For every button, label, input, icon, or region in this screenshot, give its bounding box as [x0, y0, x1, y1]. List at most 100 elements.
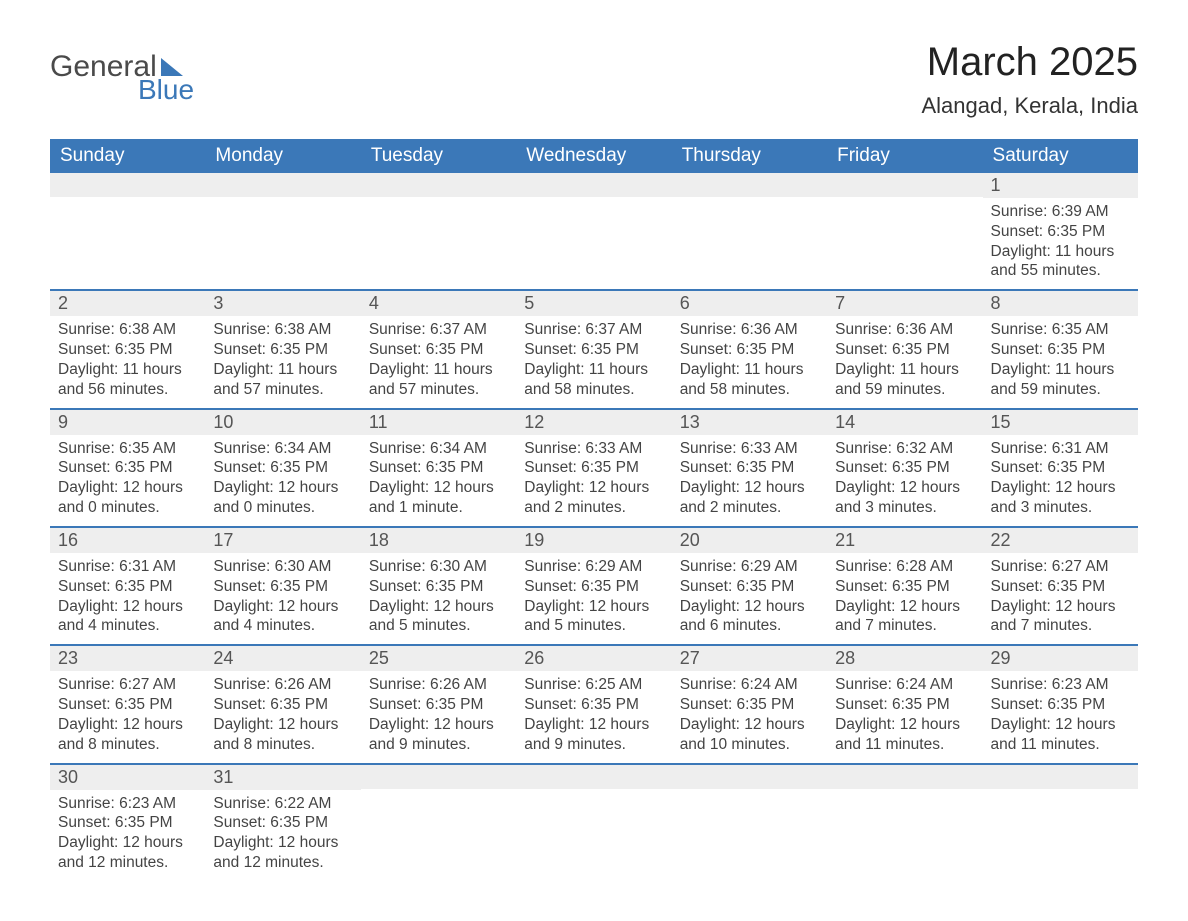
day-content: Sunrise: 6:26 AMSunset: 6:35 PMDaylight:…	[205, 671, 360, 762]
sunrise-text: Sunrise: 6:29 AM	[524, 557, 663, 577]
calendar-cell	[672, 764, 827, 881]
day-content: Sunrise: 6:38 AMSunset: 6:35 PMDaylight:…	[205, 316, 360, 407]
sunrise-text: Sunrise: 6:29 AM	[680, 557, 819, 577]
calendar-cell: 4Sunrise: 6:37 AMSunset: 6:35 PMDaylight…	[361, 290, 516, 408]
day-number: 25	[361, 646, 516, 671]
sunrise-text: Sunrise: 6:31 AM	[58, 557, 197, 577]
day-content: Sunrise: 6:35 AMSunset: 6:35 PMDaylight:…	[50, 435, 205, 526]
day-content	[50, 197, 205, 267]
sunrise-text: Sunrise: 6:39 AM	[991, 202, 1130, 222]
sunrise-text: Sunrise: 6:30 AM	[369, 557, 508, 577]
calendar-cell	[672, 173, 827, 290]
day-content	[516, 789, 671, 859]
daylight-text: Daylight: 12 hours and 2 minutes.	[680, 478, 819, 518]
day-number	[516, 173, 671, 197]
day-content: Sunrise: 6:31 AMSunset: 6:35 PMDaylight:…	[50, 553, 205, 644]
calendar-cell: 20Sunrise: 6:29 AMSunset: 6:35 PMDayligh…	[672, 527, 827, 645]
day-number: 6	[672, 291, 827, 316]
calendar-cell	[361, 173, 516, 290]
sunset-text: Sunset: 6:35 PM	[213, 813, 352, 833]
calendar-cell: 9Sunrise: 6:35 AMSunset: 6:35 PMDaylight…	[50, 409, 205, 527]
sunrise-text: Sunrise: 6:33 AM	[524, 439, 663, 459]
daylight-text: Daylight: 11 hours and 58 minutes.	[680, 360, 819, 400]
day-number: 8	[983, 291, 1138, 316]
sunset-text: Sunset: 6:35 PM	[369, 458, 508, 478]
day-number: 4	[361, 291, 516, 316]
daylight-text: Daylight: 12 hours and 0 minutes.	[58, 478, 197, 518]
sunrise-text: Sunrise: 6:35 AM	[991, 320, 1130, 340]
sunset-text: Sunset: 6:35 PM	[58, 577, 197, 597]
day-content: Sunrise: 6:35 AMSunset: 6:35 PMDaylight:…	[983, 316, 1138, 407]
sunset-text: Sunset: 6:35 PM	[213, 577, 352, 597]
day-number: 7	[827, 291, 982, 316]
day-number: 19	[516, 528, 671, 553]
day-content: Sunrise: 6:23 AMSunset: 6:35 PMDaylight:…	[50, 790, 205, 881]
sunrise-text: Sunrise: 6:23 AM	[58, 794, 197, 814]
day-number: 31	[205, 765, 360, 790]
calendar-cell: 21Sunrise: 6:28 AMSunset: 6:35 PMDayligh…	[827, 527, 982, 645]
col-wednesday: Wednesday	[516, 139, 671, 173]
sunset-text: Sunset: 6:35 PM	[680, 458, 819, 478]
sunrise-text: Sunrise: 6:24 AM	[835, 675, 974, 695]
sunrise-text: Sunrise: 6:38 AM	[213, 320, 352, 340]
col-tuesday: Tuesday	[361, 139, 516, 173]
sunrise-text: Sunrise: 6:36 AM	[835, 320, 974, 340]
day-number: 26	[516, 646, 671, 671]
daylight-text: Daylight: 12 hours and 9 minutes.	[524, 715, 663, 755]
calendar-cell: 15Sunrise: 6:31 AMSunset: 6:35 PMDayligh…	[983, 409, 1138, 527]
sunset-text: Sunset: 6:35 PM	[991, 458, 1130, 478]
location: Alangad, Kerala, India	[922, 93, 1139, 119]
calendar-cell: 5Sunrise: 6:37 AMSunset: 6:35 PMDaylight…	[516, 290, 671, 408]
sunset-text: Sunset: 6:35 PM	[524, 340, 663, 360]
day-content: Sunrise: 6:24 AMSunset: 6:35 PMDaylight:…	[827, 671, 982, 762]
calendar-cell: 16Sunrise: 6:31 AMSunset: 6:35 PMDayligh…	[50, 527, 205, 645]
daylight-text: Daylight: 12 hours and 9 minutes.	[369, 715, 508, 755]
day-content: Sunrise: 6:32 AMSunset: 6:35 PMDaylight:…	[827, 435, 982, 526]
sunrise-text: Sunrise: 6:36 AM	[680, 320, 819, 340]
calendar-cell: 27Sunrise: 6:24 AMSunset: 6:35 PMDayligh…	[672, 645, 827, 763]
sunset-text: Sunset: 6:35 PM	[213, 695, 352, 715]
header: General Blue March 2025 Alangad, Kerala,…	[50, 40, 1138, 119]
sunrise-text: Sunrise: 6:34 AM	[369, 439, 508, 459]
calendar-cell: 1Sunrise: 6:39 AMSunset: 6:35 PMDaylight…	[983, 173, 1138, 290]
daylight-text: Daylight: 11 hours and 57 minutes.	[213, 360, 352, 400]
day-number	[827, 765, 982, 789]
day-number	[983, 765, 1138, 789]
sunrise-text: Sunrise: 6:27 AM	[991, 557, 1130, 577]
sunset-text: Sunset: 6:35 PM	[835, 695, 974, 715]
sunset-text: Sunset: 6:35 PM	[524, 695, 663, 715]
day-content: Sunrise: 6:29 AMSunset: 6:35 PMDaylight:…	[672, 553, 827, 644]
sunset-text: Sunset: 6:35 PM	[58, 695, 197, 715]
day-content: Sunrise: 6:31 AMSunset: 6:35 PMDaylight:…	[983, 435, 1138, 526]
calendar-cell: 8Sunrise: 6:35 AMSunset: 6:35 PMDaylight…	[983, 290, 1138, 408]
day-number: 17	[205, 528, 360, 553]
daylight-text: Daylight: 11 hours and 59 minutes.	[991, 360, 1130, 400]
day-number: 12	[516, 410, 671, 435]
day-content: Sunrise: 6:24 AMSunset: 6:35 PMDaylight:…	[672, 671, 827, 762]
calendar-cell: 2Sunrise: 6:38 AMSunset: 6:35 PMDaylight…	[50, 290, 205, 408]
sunset-text: Sunset: 6:35 PM	[58, 813, 197, 833]
daylight-text: Daylight: 11 hours and 57 minutes.	[369, 360, 508, 400]
day-content	[516, 197, 671, 267]
day-number: 21	[827, 528, 982, 553]
sunset-text: Sunset: 6:35 PM	[991, 695, 1130, 715]
calendar-week-row: 23Sunrise: 6:27 AMSunset: 6:35 PMDayligh…	[50, 645, 1138, 763]
sunrise-text: Sunrise: 6:37 AM	[369, 320, 508, 340]
day-number	[50, 173, 205, 197]
day-number	[672, 173, 827, 197]
day-content	[361, 789, 516, 859]
day-header-row: Sunday Monday Tuesday Wednesday Thursday…	[50, 139, 1138, 173]
sunrise-text: Sunrise: 6:24 AM	[680, 675, 819, 695]
sunset-text: Sunset: 6:35 PM	[991, 222, 1130, 242]
day-content: Sunrise: 6:23 AMSunset: 6:35 PMDaylight:…	[983, 671, 1138, 762]
day-content	[827, 789, 982, 859]
calendar-table: Sunday Monday Tuesday Wednesday Thursday…	[50, 139, 1138, 881]
day-number	[672, 765, 827, 789]
daylight-text: Daylight: 12 hours and 0 minutes.	[213, 478, 352, 518]
sunset-text: Sunset: 6:35 PM	[991, 340, 1130, 360]
calendar-cell: 6Sunrise: 6:36 AMSunset: 6:35 PMDaylight…	[672, 290, 827, 408]
day-content: Sunrise: 6:34 AMSunset: 6:35 PMDaylight:…	[361, 435, 516, 526]
day-content: Sunrise: 6:34 AMSunset: 6:35 PMDaylight:…	[205, 435, 360, 526]
day-content	[672, 789, 827, 859]
sunrise-text: Sunrise: 6:27 AM	[58, 675, 197, 695]
